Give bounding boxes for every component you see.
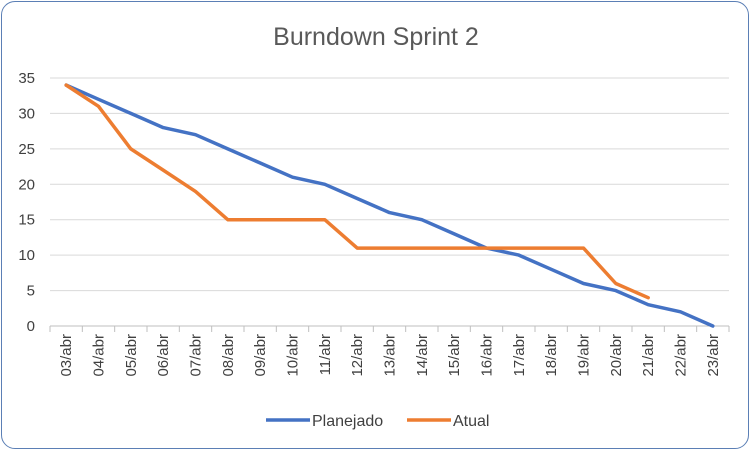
y-tick-label: 15 [18, 212, 35, 229]
x-tick-label: 20/abr [608, 334, 625, 377]
x-tick-label: 06/abr [155, 334, 172, 377]
y-tick-label: 5 [27, 283, 35, 300]
x-tick-label: 15/abr [446, 334, 463, 377]
legend-label-atual: Atual [453, 413, 489, 430]
y-tick-label: 25 [18, 141, 35, 158]
series-line-atual [64, 83, 650, 300]
x-tick-label: 21/abr [640, 334, 657, 377]
x-tick-label: 16/abr [479, 334, 496, 377]
x-tick-label: 05/abr [123, 334, 140, 377]
y-tick-label: 20 [18, 176, 35, 193]
x-tick-label: 07/abr [188, 334, 205, 377]
legend-label-planejado: Planejado [312, 413, 383, 430]
x-tick-label: 04/abr [91, 334, 108, 377]
x-tick-label: 09/abr [252, 334, 269, 377]
legend: Planejado Atual [266, 413, 489, 430]
x-tick-label: 14/abr [414, 334, 431, 377]
x-tick-label: 12/abr [349, 334, 366, 377]
y-tick-label: 0 [27, 318, 35, 335]
chart-title: Burndown Sprint 2 [273, 23, 479, 51]
y-axis-ticks: 0 5 10 15 20 25 30 35 [18, 70, 35, 335]
x-tick-label: 18/abr [543, 334, 560, 377]
x-tick-label: 19/abr [576, 334, 593, 377]
x-tick-label: 23/abr [705, 334, 722, 377]
x-tick-label: 10/abr [285, 334, 302, 377]
y-tick-label: 35 [18, 70, 35, 87]
x-tick-label: 11/abr [317, 334, 334, 375]
x-tick-label: 22/abr [673, 334, 690, 377]
x-axis-ticks: 03/abr 04/abr 05/abr 06/abr 07/abr 08/abr 09/a… [49, 326, 730, 377]
series-line-planejado [64, 83, 715, 328]
series-lines [64, 83, 715, 328]
y-tick-label: 10 [18, 247, 35, 264]
x-tick-label: 13/abr [382, 334, 399, 377]
x-tick-label: 17/abr [511, 334, 528, 377]
x-tick-label: 03/abr [58, 334, 75, 377]
x-tick-label: 08/abr [220, 334, 237, 377]
y-tick-label: 30 [18, 105, 35, 122]
